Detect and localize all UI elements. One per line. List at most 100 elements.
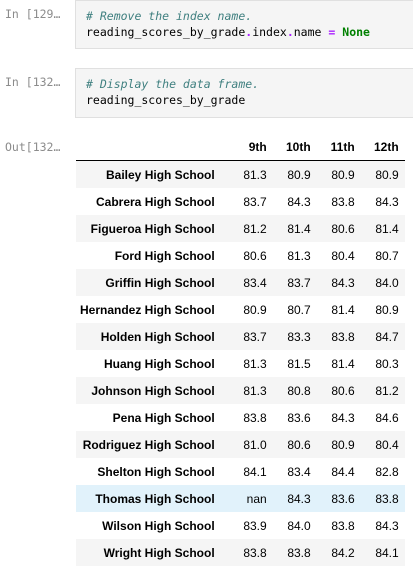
table-cell: 80.6	[243, 248, 267, 263]
input-prompt: In [132…	[5, 75, 61, 89]
table-cell: 81.2	[243, 221, 267, 236]
table-cell: 84.1	[243, 464, 267, 479]
table-cell: 84.3	[375, 518, 399, 533]
column-header: 10th	[272, 134, 317, 161]
table-row: Griffin High School 83.4 83.7 84.3 84.0	[76, 269, 405, 296]
table-cell: 80.9	[331, 167, 355, 182]
table-cell: 83.9	[243, 518, 267, 533]
table-cell: 83.8	[375, 491, 399, 506]
row-label: Shelton High School	[97, 464, 215, 479]
table-row: Ford High School 80.6 81.3 80.4 80.7	[76, 242, 405, 269]
table-cell: 83.7	[243, 194, 267, 209]
input-prompt: In [129…	[5, 7, 61, 21]
table-cell: 81.4	[331, 302, 355, 317]
column-header: 11th	[316, 134, 361, 161]
row-label: Hernandez High School	[80, 302, 215, 317]
code-operator: .	[286, 25, 294, 39]
table-cell: 83.7	[287, 275, 311, 290]
table-cell: 83.4	[243, 275, 267, 290]
table-cell: 80.7	[287, 302, 311, 317]
table-cell: nan	[246, 491, 267, 506]
table-row: Shelton High School 84.1 83.4 84.4 82.8	[76, 458, 405, 485]
row-label: Holden High School	[100, 329, 215, 344]
table-cell: 83.4	[287, 464, 311, 479]
table-row-hovered: Thomas High School nan 84.3 83.6 83.8	[76, 485, 405, 512]
column-header: 9th	[226, 134, 273, 161]
table-cell: 81.4	[375, 221, 399, 236]
table-cell: 80.9	[375, 302, 399, 317]
table-cell: 80.9	[331, 437, 355, 452]
table-cell: 83.8	[243, 545, 267, 560]
table-cell: 84.1	[375, 545, 399, 560]
table-cell: 81.4	[287, 221, 311, 236]
table-row: Pena High School 83.8 83.6 84.3 84.6	[76, 404, 405, 431]
table-cell: 80.6	[331, 221, 355, 236]
table-cell: 84.2	[331, 545, 355, 560]
table-cell: 83.6	[287, 410, 311, 425]
table-cell: 84.3	[287, 491, 311, 506]
table-cell: 80.8	[287, 383, 311, 398]
table-cell: 81.3	[243, 383, 267, 398]
table-row: Wright High School 83.8 83.8 84.2 84.1	[76, 539, 405, 566]
table-cell: 80.6	[331, 383, 355, 398]
table-cell: 84.3	[331, 410, 355, 425]
table-cell: 81.0	[243, 437, 267, 452]
table-cell: 80.9	[287, 167, 311, 182]
table-row: Cabrera High School 83.7 84.3 83.8 84.3	[76, 188, 405, 215]
table-row: Holden High School 83.7 83.3 83.8 84.7	[76, 323, 405, 350]
table-cell: 83.8	[331, 518, 355, 533]
table-cell: 83.8	[331, 329, 355, 344]
table-cell: 83.7	[243, 329, 267, 344]
table-cell: 84.3	[287, 194, 311, 209]
code-keyword: None	[342, 25, 370, 39]
row-label: Cabrera High School	[96, 194, 215, 209]
row-label: Pena High School	[112, 410, 215, 425]
code-attribute: name	[293, 25, 322, 39]
row-label: Wright High School	[103, 545, 215, 560]
row-label: Johnson High School	[91, 383, 215, 398]
table-cell: 80.9	[375, 167, 399, 182]
table-cell: 81.5	[287, 356, 311, 371]
table-cell: 83.8	[243, 410, 267, 425]
code-object: reading_scores_by_grade	[86, 93, 246, 107]
table-row: Johnson High School 81.3 80.8 80.6 81.2	[76, 377, 405, 404]
table-cell: 83.6	[331, 491, 355, 506]
table-cell: 80.7	[375, 248, 399, 263]
table-cell: 81.3	[243, 167, 267, 182]
row-label: Ford High School	[114, 248, 215, 263]
table-cell: 83.3	[287, 329, 311, 344]
table-cell: 83.8	[331, 194, 355, 209]
row-label: Huang High School	[104, 356, 215, 371]
table-row: Hernandez High School 80.9 80.7 81.4 80.…	[76, 296, 405, 323]
table-cell: 84.0	[287, 518, 311, 533]
code-editor[interactable]: # Remove the index name. reading_scores_…	[75, 0, 413, 49]
table-cell: 80.6	[287, 437, 311, 452]
row-label: Rodriguez High School	[82, 437, 215, 452]
table-cell: 80.3	[375, 356, 399, 371]
code-comment: # Remove the index name.	[86, 9, 253, 23]
table-cell: 81.3	[287, 248, 311, 263]
table-cell: 80.4	[331, 248, 355, 263]
table-row: Bailey High School 81.3 80.9 80.9 80.9	[76, 160, 405, 188]
table-cell: 82.8	[375, 464, 399, 479]
table-cell: 84.0	[375, 275, 399, 290]
table-cell: 83.8	[287, 545, 311, 560]
code-editor[interactable]: # Display the data frame. reading_scores…	[75, 68, 413, 118]
row-label: Wilson High School	[102, 518, 215, 533]
table-cell: 84.6	[375, 410, 399, 425]
table-row: Wilson High School 83.9 84.0 83.8 84.3	[76, 512, 405, 539]
row-label: Bailey High School	[106, 167, 215, 182]
column-header: 12th	[360, 134, 405, 161]
table-header-row: 9th 10th 11th 12th	[76, 134, 405, 161]
code-operator: .	[245, 25, 253, 39]
row-label: Figueroa High School	[90, 221, 215, 236]
table-cell: 84.4	[331, 464, 355, 479]
table-cell: 81.4	[331, 356, 355, 371]
code-object: reading_scores_by_grade	[86, 25, 246, 39]
table-cell: 84.7	[375, 329, 399, 344]
table-cell: 84.3	[331, 275, 355, 290]
row-label: Thomas High School	[95, 491, 215, 506]
table-cell: 84.3	[375, 194, 399, 209]
dataframe-table: 9th 10th 11th 12th Bailey High School 81…	[76, 134, 405, 566]
table-row: Huang High School 81.3 81.5 81.4 80.3	[76, 350, 405, 377]
